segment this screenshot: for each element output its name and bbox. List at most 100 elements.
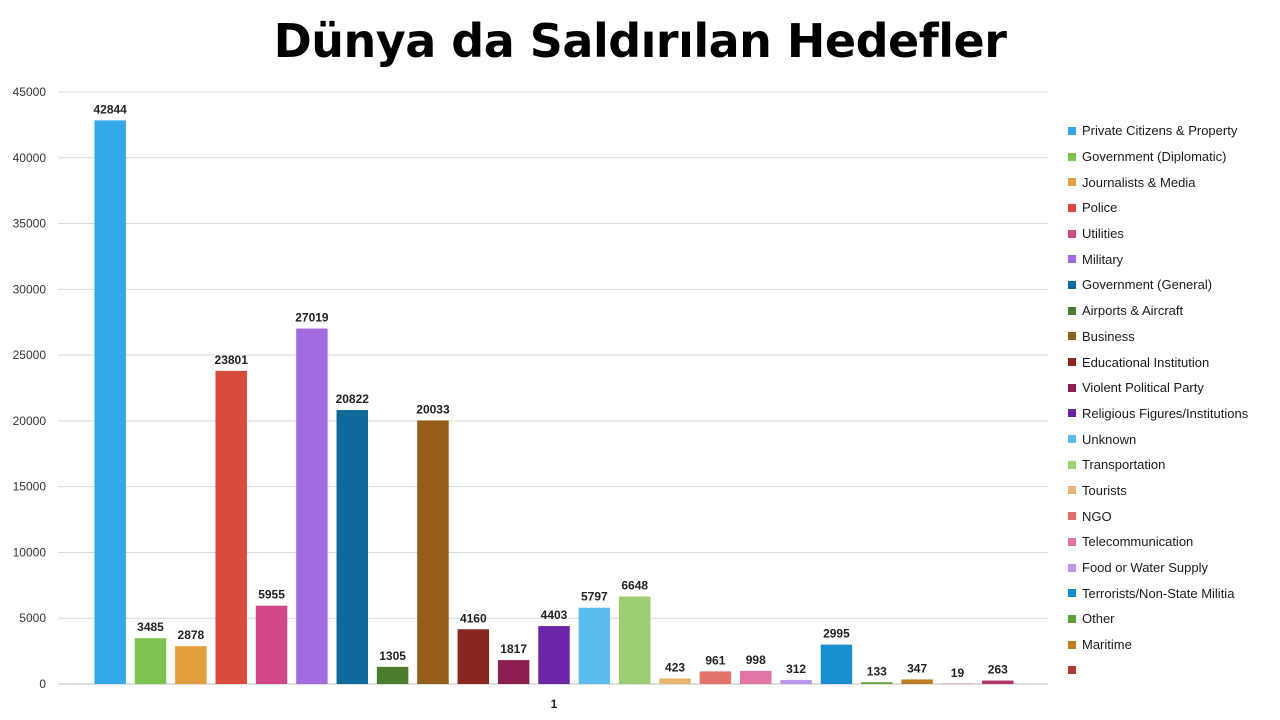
- data-label: 6648: [621, 579, 648, 593]
- legend-swatch: [1068, 460, 1076, 469]
- data-label: 4160: [460, 611, 487, 625]
- data-label: 2995: [823, 627, 850, 641]
- x-tick-label: 1: [551, 697, 558, 711]
- legend-item: Maritime: [1068, 632, 1248, 658]
- legend-item: Airports & Aircraft: [1068, 298, 1248, 324]
- legend-item: Police: [1068, 195, 1248, 221]
- data-label: 23801: [215, 353, 249, 367]
- bars: [94, 120, 1014, 684]
- legend-item: Government (Diplomatic): [1068, 144, 1248, 170]
- bar: [982, 680, 1014, 684]
- data-label: 312: [786, 662, 806, 676]
- data-label: 1817: [500, 642, 527, 656]
- data-label: 4403: [541, 608, 568, 622]
- y-tick-label: 10000: [13, 545, 47, 559]
- data-label: 19: [951, 666, 965, 680]
- data-label: 20033: [416, 402, 450, 416]
- bar: [497, 660, 530, 684]
- y-tick-label: 25000: [13, 348, 47, 362]
- legend-label: Tourists: [1082, 482, 1127, 498]
- legend-item: Utilities: [1068, 221, 1248, 247]
- legend-swatch: [1068, 358, 1076, 367]
- data-label: 133: [867, 664, 887, 678]
- legend-item: Military: [1068, 246, 1248, 272]
- bar: [578, 607, 611, 684]
- legend-swatch: [1068, 332, 1076, 341]
- y-tick-label: 15000: [13, 480, 47, 494]
- legend-item: NGO: [1068, 503, 1248, 529]
- bar: [901, 679, 933, 684]
- legend-item: [1068, 657, 1248, 683]
- bar: [457, 629, 490, 684]
- legend-label: Unknown: [1082, 431, 1137, 447]
- bar: [740, 670, 772, 684]
- y-tick-label: 40000: [13, 151, 47, 165]
- legend-swatch: [1068, 152, 1076, 161]
- legend: Private Citizens & Property Government (D…: [1068, 118, 1248, 683]
- legend-item: Transportation: [1068, 452, 1248, 478]
- legend-label: Religious Figures/Institutions: [1082, 405, 1249, 421]
- data-label: 27019: [295, 311, 329, 325]
- data-label: 998: [746, 653, 766, 667]
- legend-label: Police: [1082, 200, 1118, 216]
- y-tick-label: 20000: [13, 414, 47, 428]
- legend-swatch: [1068, 435, 1076, 444]
- y-tick-label: 30000: [13, 282, 47, 296]
- bar: [376, 666, 409, 684]
- legend-item: Other: [1068, 606, 1248, 632]
- legend-item: Telecommunication: [1068, 529, 1248, 555]
- y-tick-label: 35000: [13, 217, 47, 231]
- data-label: 5797: [581, 590, 608, 604]
- legend-item: Food or Water Supply: [1068, 555, 1248, 581]
- legend-swatch: [1068, 306, 1076, 315]
- legend-label: NGO: [1082, 508, 1112, 524]
- legend-item: Tourists: [1068, 478, 1248, 504]
- legend-label: Other: [1082, 611, 1115, 627]
- data-label: 20822: [336, 392, 370, 406]
- legend-swatch: [1068, 537, 1076, 546]
- gridlines: [58, 91, 1048, 685]
- bar: [861, 682, 893, 684]
- legend-swatch: [1068, 563, 1076, 572]
- bar: [175, 646, 207, 684]
- legend-swatch: [1068, 178, 1076, 187]
- legend-swatch: [1068, 280, 1076, 289]
- legend-item: Unknown: [1068, 426, 1248, 452]
- legend-item: Educational Institution: [1068, 349, 1248, 375]
- legend-swatch: [1068, 383, 1076, 392]
- data-label: 263: [988, 663, 1008, 677]
- legend-label: Airports & Aircraft: [1082, 303, 1184, 319]
- legend-item: Journalists & Media: [1068, 169, 1248, 195]
- legend-label: Journalists & Media: [1082, 174, 1196, 190]
- legend-item: Religious Figures/Institutions: [1068, 401, 1248, 427]
- legend-label: Educational Institution: [1082, 354, 1210, 370]
- legend-label: Violent Political Party: [1082, 380, 1204, 396]
- data-label: 423: [665, 660, 685, 674]
- bar: [538, 626, 570, 684]
- legend-swatch: [1068, 229, 1076, 238]
- bar: [336, 410, 368, 684]
- legend-item: Terrorists/Non-State Militia: [1068, 580, 1248, 606]
- data-label: 3485: [137, 620, 164, 634]
- bar: [699, 671, 732, 684]
- legend-swatch: [1068, 589, 1076, 598]
- legend-item: Private Citizens & Property: [1068, 118, 1248, 144]
- legend-swatch: [1068, 666, 1076, 675]
- legend-item: Business: [1068, 324, 1248, 350]
- bar: [134, 638, 167, 684]
- bar: [659, 678, 691, 684]
- legend-swatch: [1068, 126, 1076, 135]
- legend-label: Maritime: [1082, 637, 1132, 653]
- data-label: 5955: [258, 588, 285, 602]
- bar: [820, 644, 853, 684]
- y-axis: 0 5000 10000 15000 20000 25000 30000 35000 40000…: [13, 85, 47, 691]
- bar: [417, 420, 449, 684]
- bar: [94, 120, 126, 684]
- bar: [255, 605, 288, 684]
- legend-label: Terrorists/Non-State Militia: [1082, 585, 1235, 601]
- legend-label: Military: [1082, 251, 1124, 267]
- y-tick-label: 5000: [19, 611, 46, 625]
- bar: [215, 370, 247, 684]
- bar: [296, 328, 328, 684]
